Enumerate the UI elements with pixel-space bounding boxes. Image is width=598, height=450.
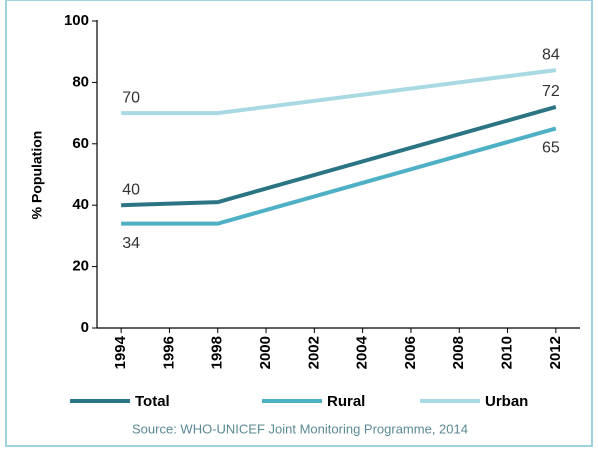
source: Source: WHO-UNICEF Joint Monitoring Prog… [132, 421, 468, 436]
data-label: 65 [542, 140, 560, 157]
frame [5, 0, 593, 447]
x-tick-label: 2012 [547, 336, 564, 369]
y-tick-label: 40 [72, 196, 89, 213]
data-label: 34 [122, 235, 140, 252]
legend-label: Rural [327, 393, 365, 410]
x-tick-label: 2010 [499, 336, 516, 369]
y-tick-label: 60 [72, 135, 89, 152]
data-label: 72 [542, 83, 560, 100]
x-tick-label: 2000 [257, 336, 274, 369]
x-tick-label: 1996 [160, 336, 177, 369]
data-label: 70 [122, 89, 140, 106]
x-tick-label: 2006 [402, 336, 419, 369]
x-tick-label: 1994 [112, 335, 129, 369]
x-tick-label: 2008 [450, 336, 467, 369]
data-label: 40 [122, 181, 140, 198]
y-tick-label: 100 [64, 12, 89, 29]
y-tick-label: 80 [72, 73, 89, 90]
x-tick-label: 1998 [209, 336, 226, 369]
y-tick-label: 0 [81, 319, 89, 336]
line-series [121, 68, 557, 116]
data-label: 84 [542, 46, 560, 63]
y-tick-label: 20 [72, 258, 89, 275]
x-tick-label: 2004 [354, 335, 371, 369]
legend-label: Total [135, 393, 170, 410]
line-series [121, 105, 557, 208]
line-series [121, 126, 557, 226]
x-tick-label: 2002 [305, 336, 322, 369]
y-axis-label: % Population [29, 131, 45, 220]
legend-label: Urban [485, 393, 528, 410]
